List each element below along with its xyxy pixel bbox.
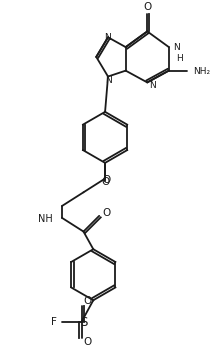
Text: N: N bbox=[149, 81, 156, 90]
Text: N: N bbox=[104, 33, 110, 42]
Text: S: S bbox=[80, 316, 87, 329]
Text: F: F bbox=[51, 317, 57, 327]
Text: N: N bbox=[105, 76, 111, 85]
Text: O: O bbox=[102, 208, 110, 218]
Text: O: O bbox=[83, 337, 92, 347]
Text: O: O bbox=[101, 177, 109, 187]
Text: O: O bbox=[143, 2, 151, 12]
Text: NH: NH bbox=[38, 214, 53, 224]
Text: O: O bbox=[83, 296, 92, 306]
Text: N: N bbox=[173, 43, 180, 52]
Text: NH₂: NH₂ bbox=[193, 67, 211, 76]
Text: H: H bbox=[176, 54, 183, 64]
Text: O: O bbox=[102, 175, 110, 185]
